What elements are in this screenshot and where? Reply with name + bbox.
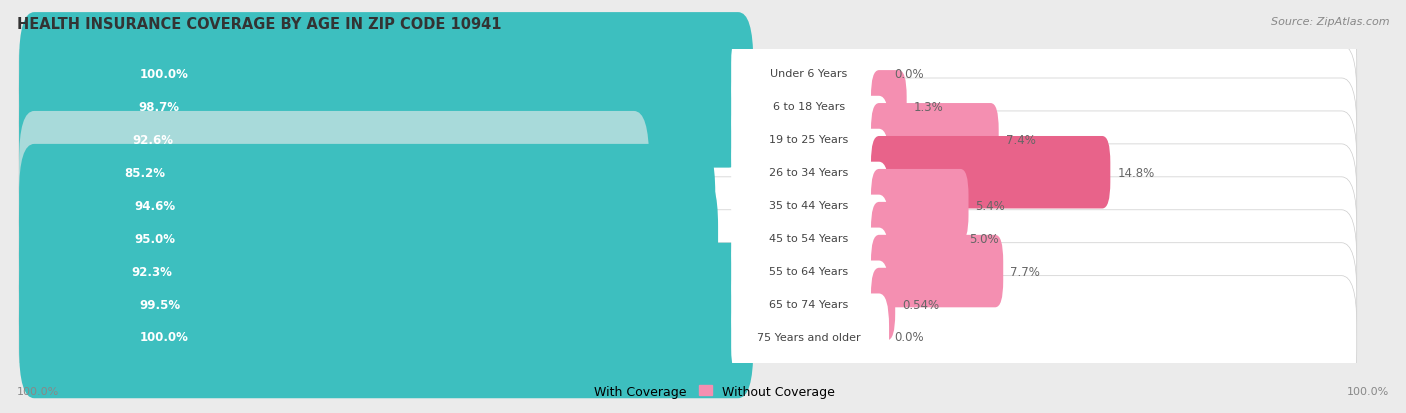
FancyBboxPatch shape (20, 79, 1357, 201)
Text: 7.4%: 7.4% (1005, 133, 1036, 147)
Text: HEALTH INSURANCE COVERAGE BY AGE IN ZIP CODE 10941: HEALTH INSURANCE COVERAGE BY AGE IN ZIP … (17, 17, 502, 31)
Text: 94.6%: 94.6% (134, 199, 176, 212)
FancyBboxPatch shape (20, 145, 716, 267)
FancyBboxPatch shape (20, 178, 718, 300)
FancyBboxPatch shape (20, 46, 1357, 168)
FancyBboxPatch shape (20, 46, 744, 168)
Text: 5.0%: 5.0% (970, 232, 1000, 245)
Text: Source: ZipAtlas.com: Source: ZipAtlas.com (1271, 17, 1389, 26)
FancyBboxPatch shape (731, 195, 889, 282)
FancyBboxPatch shape (870, 268, 896, 340)
Text: 55 to 64 Years: 55 to 64 Years (769, 266, 848, 276)
Text: 92.3%: 92.3% (132, 265, 173, 278)
FancyBboxPatch shape (870, 104, 998, 176)
Text: 26 to 34 Years: 26 to 34 Years (769, 168, 848, 178)
Text: 35 to 44 Years: 35 to 44 Years (769, 201, 848, 211)
FancyBboxPatch shape (731, 129, 889, 216)
FancyBboxPatch shape (20, 145, 1357, 267)
Text: 85.2%: 85.2% (124, 166, 165, 179)
Text: 5.4%: 5.4% (976, 199, 1005, 212)
FancyBboxPatch shape (20, 276, 1357, 398)
Text: 6 to 18 Years: 6 to 18 Years (772, 102, 845, 112)
FancyBboxPatch shape (20, 243, 1357, 366)
FancyBboxPatch shape (20, 79, 702, 201)
Text: 7.7%: 7.7% (1011, 265, 1040, 278)
Text: 98.7%: 98.7% (138, 101, 180, 114)
Text: 14.8%: 14.8% (1118, 166, 1154, 179)
Text: 19 to 25 Years: 19 to 25 Years (769, 135, 848, 145)
Text: 100.0%: 100.0% (139, 68, 188, 81)
FancyBboxPatch shape (731, 31, 889, 118)
FancyBboxPatch shape (20, 210, 1357, 332)
Text: 0.0%: 0.0% (894, 331, 924, 344)
Text: 45 to 54 Years: 45 to 54 Years (769, 234, 848, 244)
Text: 100.0%: 100.0% (1347, 387, 1389, 396)
FancyBboxPatch shape (870, 137, 1111, 209)
FancyBboxPatch shape (731, 228, 889, 315)
Text: 0.54%: 0.54% (903, 298, 939, 311)
FancyBboxPatch shape (20, 276, 754, 398)
Text: 65 to 74 Years: 65 to 74 Years (769, 299, 848, 309)
FancyBboxPatch shape (731, 97, 889, 183)
FancyBboxPatch shape (731, 261, 889, 348)
Legend: With Coverage, Without Coverage: With Coverage, Without Coverage (567, 380, 839, 403)
FancyBboxPatch shape (870, 202, 963, 275)
Text: 1.3%: 1.3% (914, 101, 943, 114)
Text: 75 Years and older: 75 Years and older (756, 332, 860, 342)
FancyBboxPatch shape (20, 210, 699, 332)
Text: 100.0%: 100.0% (139, 331, 188, 344)
FancyBboxPatch shape (20, 112, 650, 234)
FancyBboxPatch shape (731, 294, 889, 380)
Text: 95.0%: 95.0% (135, 232, 176, 245)
FancyBboxPatch shape (731, 64, 889, 150)
Text: 100.0%: 100.0% (17, 387, 59, 396)
FancyBboxPatch shape (20, 13, 1357, 135)
FancyBboxPatch shape (731, 162, 889, 249)
Text: 92.6%: 92.6% (132, 133, 173, 147)
FancyBboxPatch shape (20, 178, 1357, 300)
FancyBboxPatch shape (20, 13, 754, 135)
FancyBboxPatch shape (870, 169, 969, 242)
FancyBboxPatch shape (870, 235, 1004, 308)
Text: 99.5%: 99.5% (139, 298, 180, 311)
Text: 0.0%: 0.0% (894, 68, 924, 81)
Text: Under 6 Years: Under 6 Years (770, 69, 848, 79)
FancyBboxPatch shape (20, 112, 1357, 234)
FancyBboxPatch shape (20, 243, 749, 366)
FancyBboxPatch shape (870, 71, 907, 143)
